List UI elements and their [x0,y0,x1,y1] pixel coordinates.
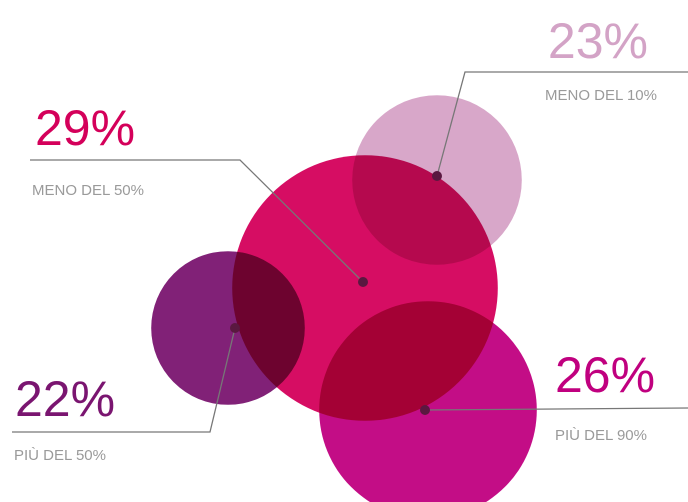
leader-line [424,407,688,411]
value-label: 26% [555,347,655,403]
category-label: PIÙ DEL 90% [555,427,647,444]
leader-line [12,327,236,433]
category-label: MENO DEL 50% [32,182,144,199]
leader-dot [230,323,240,333]
leader-dot [420,405,430,415]
bubble [151,251,305,405]
leader-dot [432,171,442,181]
category-label: PIÙ DEL 50% [14,447,106,464]
value-label: 23% [548,13,648,69]
leader-line [30,159,364,283]
leader-line [436,71,688,177]
value-label: 29% [35,100,135,156]
bubbles [151,95,537,502]
category-label: MENO DEL 10% [545,87,657,104]
bubble [319,301,537,502]
leader-dot [358,277,368,287]
value-label: 22% [15,371,115,427]
